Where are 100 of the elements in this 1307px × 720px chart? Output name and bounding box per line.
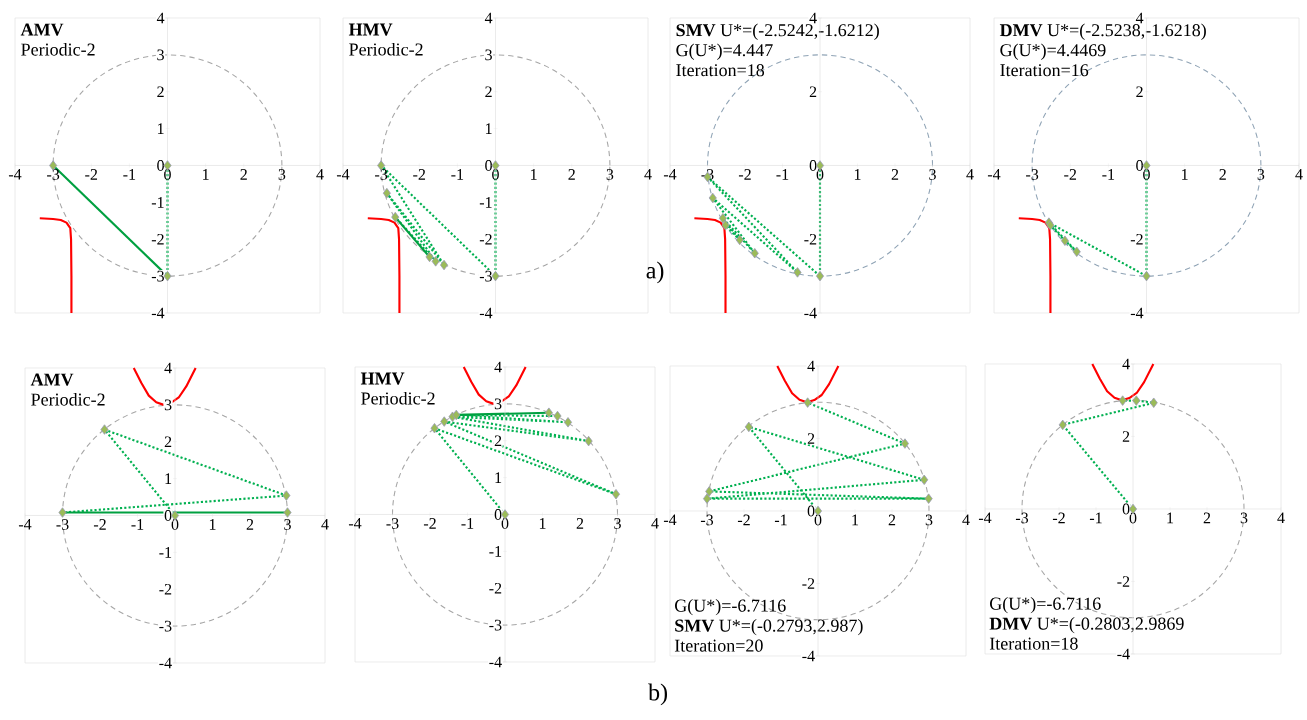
x-tick-label: 4	[966, 169, 974, 180]
annotation: Periodic-2	[21, 42, 95, 56]
y-tick-label: 2	[164, 436, 172, 448]
annotation: HMV	[348, 23, 393, 36]
y-tick-label: -4	[802, 650, 815, 662]
x-tick-label: 4	[316, 169, 324, 180]
y-tick-label: 4	[807, 360, 815, 372]
y-tick-label: -3	[479, 270, 492, 282]
y-tick-label: 1	[165, 473, 172, 484]
y-tick-label: -4	[1117, 648, 1130, 660]
annotation: Iteration=18	[989, 637, 1078, 650]
y-tick-label: 4	[494, 361, 502, 373]
x-tick-label: 0	[816, 169, 824, 180]
y-tick-label: -4	[804, 307, 817, 319]
x-tick-label: -4	[18, 519, 32, 530]
x-tick-label: -1	[461, 518, 474, 529]
y-tick-label: 2	[485, 86, 492, 98]
x-tick-label: 2	[1203, 512, 1211, 524]
x-tick-label: -2	[423, 518, 436, 529]
annotation: HMV	[360, 372, 405, 385]
x-tick-label: 4	[644, 169, 652, 180]
y-tick-label: -4	[479, 307, 493, 319]
y-tick-label: 4	[1122, 358, 1130, 370]
x-tick-label: -4	[987, 169, 1001, 180]
x-tick-label: 3	[1240, 512, 1248, 524]
y-tick-label: -4	[1130, 307, 1144, 319]
x-tick-label: -4	[663, 169, 677, 180]
y-tick-label: -4	[159, 657, 172, 669]
x-tick-label: 1	[1182, 169, 1188, 180]
x-tick-label: 3	[1257, 169, 1265, 180]
y-tick-label: -1	[151, 197, 164, 208]
x-tick-label: -3	[1015, 512, 1029, 524]
y-tick-label: 1	[157, 123, 164, 134]
x-tick-label: -3	[1026, 169, 1039, 180]
x-tick-label: -2	[413, 169, 426, 180]
y-tick-label: 2	[157, 86, 164, 98]
annotation: G(U*)=4.4469	[1000, 43, 1106, 60]
x-tick-label: 0	[501, 518, 509, 529]
annotation: DMV U*=(-2.5238,-1.6218)	[999, 23, 1206, 40]
annotation: AMV	[30, 373, 74, 386]
y-tick-label: -3	[489, 619, 502, 631]
y-tick-label: -4	[151, 307, 165, 319]
y-tick-label: -1	[159, 547, 172, 558]
y-tick-label: 2	[807, 433, 815, 444]
annotation: Periodic-2	[31, 392, 105, 406]
y-tick-label: 2	[494, 435, 502, 447]
y-tick-label: 4	[156, 12, 165, 24]
x-tick-label: 3	[606, 169, 614, 180]
x-tick-label: -2	[737, 514, 750, 526]
y-tick-label: 0	[1136, 160, 1143, 171]
x-tick-label: 0	[171, 519, 179, 530]
y-tick-label: 4	[809, 12, 817, 24]
x-tick-label: 2	[891, 169, 899, 180]
x-tick-label: 4	[1277, 512, 1285, 524]
x-tick-label: 2	[888, 514, 896, 526]
x-tick-label: 4	[321, 519, 329, 530]
x-tick-label: 2	[246, 519, 254, 530]
y-tick-label: -2	[804, 233, 817, 245]
x-tick-label: -3	[56, 519, 69, 530]
y-tick-label: -2	[1130, 233, 1143, 245]
y-tick-label: 0	[1122, 503, 1130, 515]
annotation: Iteration=20	[674, 639, 763, 652]
x-tick-label: -1	[451, 169, 464, 180]
annotation: AMV	[20, 23, 64, 36]
x-tick-label: 3	[925, 514, 933, 526]
y-tick-label: 3	[485, 49, 492, 61]
annotation: Iteration=18	[676, 64, 765, 77]
y-tick-label: 2	[1136, 86, 1143, 98]
annotation: G(U*)=-6.7116	[990, 597, 1101, 614]
x-tick-label: 3	[614, 518, 621, 529]
x-tick-label: -3	[700, 514, 714, 526]
x-tick-label: -1	[774, 514, 787, 526]
x-tick-label: -4	[348, 518, 362, 529]
y-tick-label: -1	[489, 546, 502, 557]
x-tick-label: -4	[8, 169, 22, 180]
y-tick-label: -1	[479, 197, 492, 208]
x-tick-label: -2	[1064, 169, 1077, 180]
y-tick-label: -2	[151, 233, 164, 245]
x-tick-label: 1	[539, 518, 546, 529]
x-tick-label: -3	[386, 518, 399, 529]
annotation: Periodic-2	[361, 391, 435, 405]
x-tick-label: -1	[123, 169, 136, 180]
x-tick-label: 2	[576, 518, 584, 529]
x-tick-label: 2	[240, 169, 247, 180]
y-tick-label: 0	[485, 160, 492, 171]
y-tick-label: 4	[164, 362, 172, 374]
x-tick-label: 3	[929, 169, 936, 180]
x-tick-label: 3	[278, 169, 286, 180]
x-tick-label: 1	[854, 169, 861, 180]
y-tick-label: 1	[495, 472, 502, 483]
x-tick-label: -1	[1089, 512, 1102, 524]
x-tick-label: 4	[962, 514, 970, 526]
x-tick-label: 4	[1295, 169, 1303, 180]
x-tick-label: -4	[663, 514, 677, 526]
x-tick-label: 1	[531, 169, 537, 180]
x-tick-label: 1	[209, 519, 216, 530]
x-tick-label: -2	[93, 519, 106, 530]
y-tick-label: 1	[485, 123, 492, 134]
y-tick-label: -2	[489, 582, 502, 594]
annotation: SMV U*=(-0.2793,2.987)	[675, 619, 863, 636]
